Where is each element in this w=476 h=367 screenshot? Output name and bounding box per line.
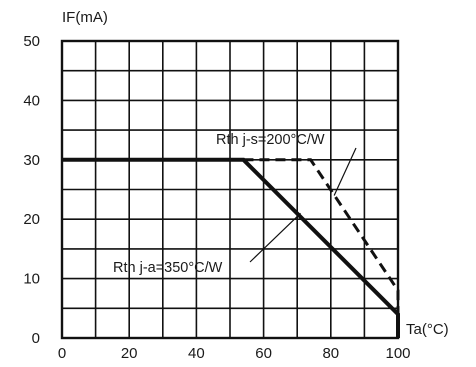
y-tick-label: 50 <box>23 33 40 50</box>
x-tick-label: 60 <box>255 345 272 362</box>
y-tick-label: 40 <box>23 92 40 109</box>
grid <box>60 39 400 340</box>
x-tick-label: 20 <box>121 345 138 362</box>
y-tick-label: 0 <box>32 330 40 347</box>
leader-line-rth-ja <box>249 212 301 263</box>
x-tick-label: 80 <box>322 345 339 362</box>
annotations <box>249 147 357 263</box>
plot-frame <box>60 39 400 340</box>
series-lines <box>62 157 400 338</box>
series-line-rth-js <box>243 158 400 338</box>
x-axis-label: Ta(°C) <box>406 321 449 338</box>
x-tick-label: 40 <box>188 345 205 362</box>
leader-line-rth-js <box>333 147 357 196</box>
y-axis-label: IF(mA) <box>62 9 108 26</box>
x-tick-label: 0 <box>58 345 66 362</box>
y-tick-label: 10 <box>23 271 40 288</box>
annotation-rth-ja: Rth j-a=350°C/W <box>113 260 223 276</box>
annotation-rth-js: Rth j-s=200°C/W <box>216 132 325 148</box>
y-tick-label: 30 <box>23 152 40 169</box>
tick-labels: 0 20 40 60 80 100 0 10 20 30 40 50 <box>23 33 410 362</box>
x-tick-label: 100 <box>385 345 410 362</box>
y-tick-label: 20 <box>23 211 40 228</box>
